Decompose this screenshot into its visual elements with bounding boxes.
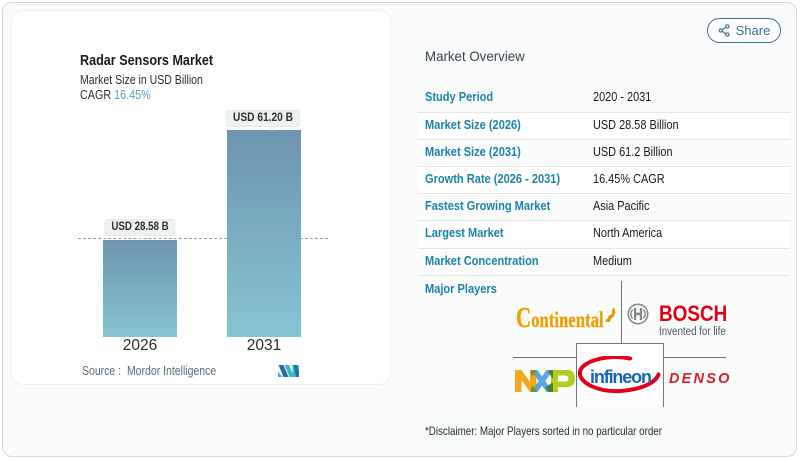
svg-text:infineon: infineon xyxy=(590,367,652,387)
